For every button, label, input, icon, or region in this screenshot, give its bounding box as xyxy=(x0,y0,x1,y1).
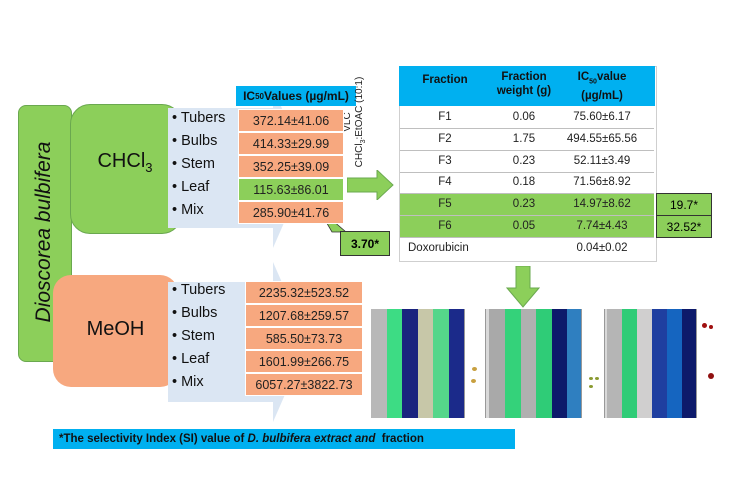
chcl3-part-label: • Mix xyxy=(172,202,204,218)
highlight-row xyxy=(400,194,654,216)
fraction-name: F4 xyxy=(438,176,452,189)
leaf-si-box: 3.70* xyxy=(340,231,390,256)
fraction-weight: 0.06 xyxy=(512,111,536,123)
si-f6: 32.52* xyxy=(656,215,712,238)
chcl3-value-cell: 414.33±29.99 xyxy=(238,132,344,155)
fraction-name: Doxorubicin xyxy=(408,241,469,254)
footnote: *The selectivity Index (SI) value of D. … xyxy=(53,429,515,449)
fraction-ic50: 0.04±0.02 xyxy=(576,241,628,254)
fraction-ic50: 14.97±8.62 xyxy=(573,198,631,211)
fraction-weight: 0.23 xyxy=(512,198,536,211)
chcl3-label: CHCl3 xyxy=(97,150,153,175)
meoh-value-cell: 6057.27±3822.73 xyxy=(245,373,363,396)
fraction-name: F5 xyxy=(438,198,452,211)
fraction-weight: 0.05 xyxy=(512,220,536,232)
row-divider xyxy=(400,149,654,151)
row-divider xyxy=(400,237,654,238)
si-f5: 19.7* xyxy=(656,193,712,216)
chcl3-part-label: • Tubers xyxy=(172,110,226,126)
row-divider xyxy=(400,171,654,173)
fraction-ic50: 52.11±3.49 xyxy=(573,154,631,167)
row-divider xyxy=(400,128,654,129)
fraction-ic50: 75.60±6.17 xyxy=(573,111,631,123)
header-ic50: IC50value (µg/mL) xyxy=(577,71,627,103)
meoh-part-label: • Leaf xyxy=(172,351,210,367)
fraction-weight: 0.23 xyxy=(512,154,536,167)
chcl3-value-cell: 352.25±39.09 xyxy=(238,155,344,178)
down-arrow xyxy=(506,266,540,308)
fraction-name: F1 xyxy=(438,111,452,123)
chcl3-part-label: • Bulbs xyxy=(172,133,218,149)
meoh-value-cell: 1207.68±259.57 xyxy=(245,304,363,327)
meoh-part-label: • Bulbs xyxy=(172,305,218,321)
species-box xyxy=(18,105,72,362)
highlight-row xyxy=(400,216,654,237)
header-weight: Fraction weight (g) xyxy=(496,71,552,97)
meoh-part-label: • Stem xyxy=(172,328,215,344)
chcl3-part-label: • Leaf xyxy=(172,179,210,195)
row-divider xyxy=(400,215,654,217)
meoh-box xyxy=(53,275,178,387)
meoh-value-cell: 2235.32±523.52 xyxy=(245,281,363,304)
meoh-label: MeOH xyxy=(86,318,145,340)
right-arrow xyxy=(347,170,394,200)
header-fraction: Fraction xyxy=(422,74,468,86)
fraction-name: F3 xyxy=(438,154,452,167)
fraction-name: F6 xyxy=(438,220,452,232)
fraction-name: F2 xyxy=(438,132,452,145)
meoh-part-label: • Mix xyxy=(172,374,204,390)
tlc-plate-photo xyxy=(371,309,724,418)
chcl3-part-label: • Stem xyxy=(172,156,215,172)
fraction-ic50: 71.56±8.92 xyxy=(573,176,631,189)
fraction-ic50: 7.74±4.43 xyxy=(576,220,628,232)
chcl3-value-cell: 115.63±86.01 xyxy=(238,178,344,201)
fraction-weight: 1.75 xyxy=(512,132,536,145)
chcl3-value-cell: 285.90±41.76 xyxy=(238,201,344,224)
meoh-part-label: • Tubers xyxy=(172,282,226,298)
ic50-header: IC 50 Values (µg/mL) xyxy=(236,86,356,106)
chcl3-box xyxy=(70,104,182,234)
chcl3-value-cell: 372.14±41.06 xyxy=(238,109,344,132)
meoh-value-cell: 585.50±73.73 xyxy=(245,327,363,350)
meoh-value-cell: 1601.99±266.75 xyxy=(245,350,363,373)
fraction-table-header xyxy=(399,66,655,106)
row-divider xyxy=(400,193,654,195)
fraction-ic50: 494.55±65.56 xyxy=(566,132,638,145)
fraction-weight: 0.18 xyxy=(512,176,536,189)
